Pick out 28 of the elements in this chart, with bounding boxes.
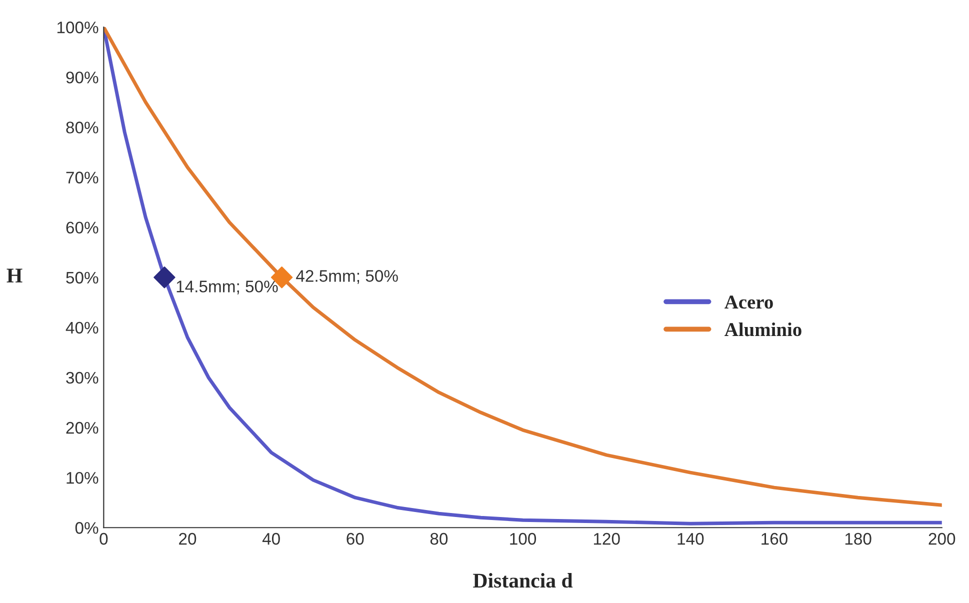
y-tick-label: 40% — [66, 322, 98, 334]
annotation: 42.5mm; 50% — [296, 270, 398, 284]
annotation: 14.5mm; 50% — [176, 280, 278, 294]
x-tick-label: 0 — [100, 532, 108, 545]
x-tick-label: 100 — [510, 532, 536, 545]
x-tick-label: 60 — [346, 532, 364, 545]
x-tick-label: 120 — [594, 532, 620, 545]
legend-label: Aluminio — [724, 322, 802, 336]
x-tick-label: 80 — [430, 532, 448, 545]
y-tick-label: 100% — [57, 22, 98, 34]
y-tick-label: 0% — [75, 522, 98, 534]
legend-label: Acero — [724, 296, 773, 309]
x-tick-label: 140 — [678, 532, 704, 545]
x-tick-label: 200 — [928, 532, 956, 545]
x-tick-label: 40 — [262, 532, 280, 545]
x-tick-label: 160 — [762, 532, 788, 545]
y-axis-title: H — [6, 268, 22, 282]
y-tick-label: 70% — [66, 172, 98, 184]
y-tick-label: 60% — [66, 222, 98, 234]
y-tick-label: 90% — [66, 72, 98, 84]
y-tick-label: 20% — [66, 422, 98, 434]
y-tick-label: 50% — [66, 272, 98, 284]
x-tick-label: 20 — [179, 532, 196, 545]
y-tick-label: 80% — [66, 122, 98, 134]
y-tick-label: 30% — [66, 372, 98, 384]
y-tick-label: 10% — [66, 472, 98, 484]
x-axis-title: Distancia d — [473, 573, 573, 588]
x-tick-label: 180 — [845, 532, 872, 545]
